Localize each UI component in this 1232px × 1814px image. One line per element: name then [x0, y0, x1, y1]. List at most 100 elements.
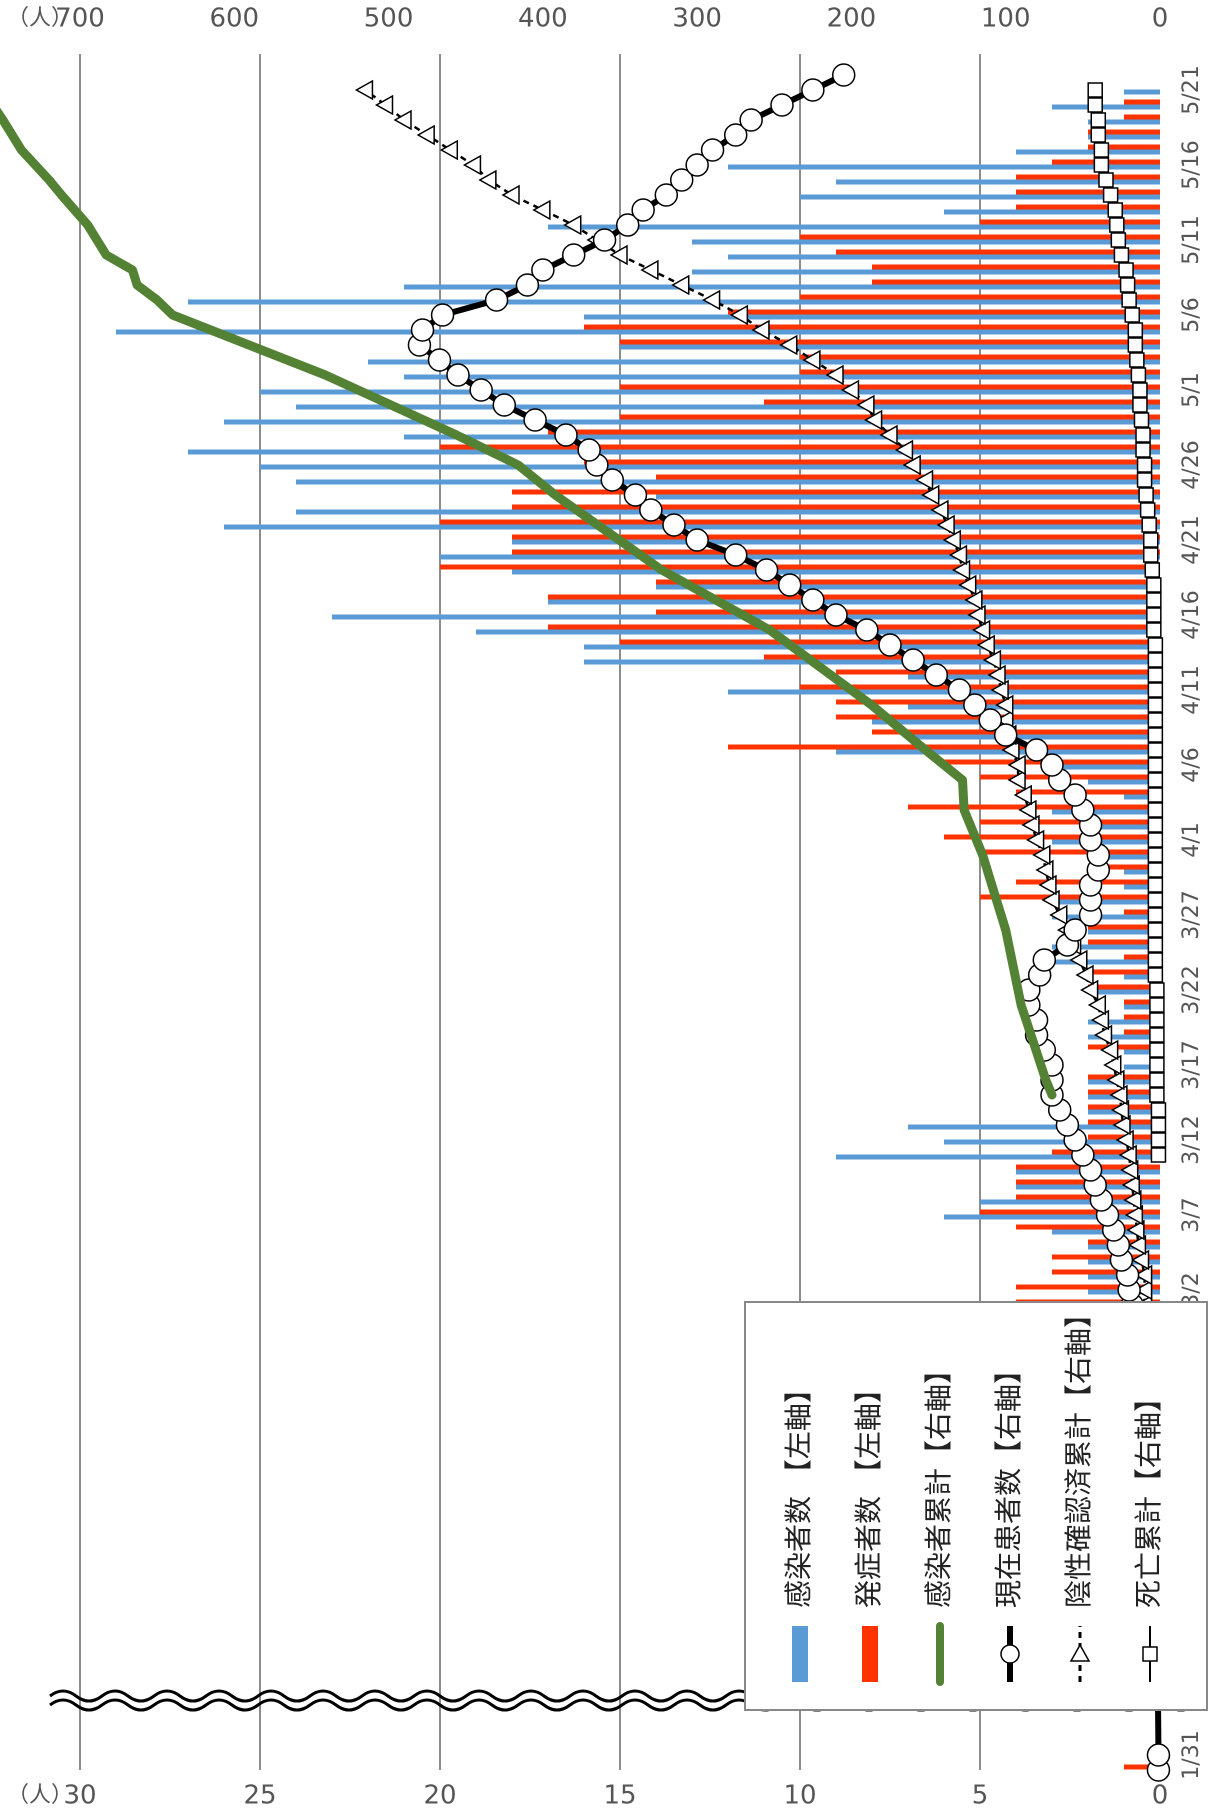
current-marker — [662, 513, 686, 537]
death-marker — [1102, 187, 1119, 203]
negative-marker — [1100, 1039, 1119, 1061]
negative-marker — [1069, 949, 1088, 971]
left-axis-unit: （人） — [7, 1783, 73, 1808]
death-marker — [1132, 382, 1148, 398]
current-marker — [978, 708, 1003, 732]
death-marker — [1147, 832, 1164, 848]
negative-marker — [958, 574, 977, 596]
negative-marker — [942, 529, 962, 551]
negative-marker — [964, 589, 983, 611]
current-marker — [801, 588, 825, 612]
death-marker — [1147, 757, 1164, 773]
legend-label: 陰性確認済累計【右軸】 — [1062, 1300, 1095, 1608]
right-axis-tick-label: 200 — [827, 4, 877, 34]
negative-marker — [1130, 1249, 1150, 1271]
death-marker — [1147, 637, 1164, 653]
legend-label: 現在患者数【右軸】 — [992, 1356, 1025, 1608]
negative-marker — [1049, 904, 1068, 926]
legend: 感染者数 【左軸】 発症者数 【左軸】 感染者累計【右軸】 現在患者数【右軸】 陰性確認… — [744, 1300, 1208, 1711]
current-marker — [700, 138, 725, 162]
death-marker — [1147, 862, 1164, 878]
negative-marker — [1021, 814, 1040, 836]
current-marker — [492, 393, 517, 417]
current-marker — [1032, 948, 1057, 972]
death-marker — [1147, 892, 1164, 908]
legend-swatch-marker — [1000, 1644, 1020, 1664]
legend-swatch-marker — [1142, 1646, 1158, 1662]
death-marker — [1132, 397, 1148, 413]
current-marker — [669, 168, 694, 192]
death-marker — [1147, 742, 1164, 758]
x-axis-tick-label: 5/21 — [1179, 65, 1204, 114]
left-axis-tick-label: 15 — [603, 1781, 636, 1811]
negative-marker — [1115, 1129, 1134, 1151]
death-marker — [1146, 592, 1162, 608]
negative-marker — [1038, 874, 1057, 896]
death-marker — [1121, 292, 1137, 308]
x-axis-tick-label: 3/22 — [1179, 965, 1204, 1014]
negative-marker — [1118, 1144, 1137, 1166]
death-marker — [1147, 877, 1164, 893]
negative-marker — [921, 484, 940, 506]
negative-marker — [640, 259, 659, 281]
negative-marker — [864, 409, 883, 431]
current-marker — [561, 243, 586, 267]
death-marker — [1147, 922, 1164, 938]
negative-marker — [1026, 829, 1045, 851]
negative-marker — [976, 634, 995, 656]
death-marker — [1149, 1027, 1165, 1043]
x-axis-tick-label: 5/16 — [1179, 140, 1204, 189]
negative-marker — [894, 439, 914, 461]
x-axis-tick-label: 4/6 — [1179, 747, 1204, 782]
death-marker — [1149, 1012, 1165, 1028]
x-axis-tick-label: 4/11 — [1179, 665, 1204, 714]
current-marker — [484, 288, 509, 312]
death-marker — [1147, 787, 1164, 803]
legend-label: 死亡累計【右軸】 — [1132, 1384, 1165, 1608]
current-marker — [639, 498, 663, 522]
death-marker — [1136, 472, 1153, 488]
current-marker — [801, 78, 825, 102]
death-marker — [1098, 172, 1114, 188]
current-marker — [615, 213, 640, 237]
infected-bars — [116, 89, 1160, 1535]
negative-marker — [354, 79, 374, 101]
negative-marker — [995, 694, 1014, 716]
negative-marker — [729, 304, 749, 326]
negative-marker — [1080, 979, 1099, 1001]
death-marker — [1146, 577, 1162, 593]
current-marker — [685, 528, 709, 552]
death-marker — [1090, 112, 1107, 128]
negative-marker — [1127, 1234, 1147, 1256]
current-marker — [654, 183, 679, 207]
negative-marker — [462, 154, 482, 176]
negative-marker — [914, 469, 934, 491]
negative-marker — [1041, 889, 1060, 911]
negative-marker — [439, 139, 459, 161]
death-marker — [1147, 727, 1164, 743]
death-marker — [1110, 232, 1127, 248]
current-marker — [723, 123, 748, 147]
death-marker — [1147, 937, 1164, 953]
left-axis-tick-label: 0 — [1152, 1781, 1169, 1811]
death-marker — [1093, 142, 1110, 158]
negative-marker — [1007, 754, 1026, 776]
current-marker — [430, 303, 455, 327]
negative-marker — [840, 379, 860, 401]
death-marker — [1147, 697, 1164, 713]
death-marker — [1147, 712, 1164, 728]
negative-marker — [1103, 1054, 1122, 1076]
negative-marker — [1018, 799, 1037, 821]
current-marker — [739, 108, 763, 132]
negative-marker — [1093, 1024, 1113, 1046]
death-marker — [1127, 337, 1144, 353]
current-marker — [631, 198, 655, 222]
death-marker — [1130, 367, 1147, 383]
death-marker — [1135, 427, 1151, 443]
x-axis-tick-label: 5/11 — [1179, 215, 1204, 264]
x-axis-tick-label: 4/26 — [1179, 440, 1204, 489]
current-marker — [1024, 738, 1049, 762]
negative-marker — [1087, 994, 1107, 1016]
death-marker — [1147, 652, 1164, 668]
